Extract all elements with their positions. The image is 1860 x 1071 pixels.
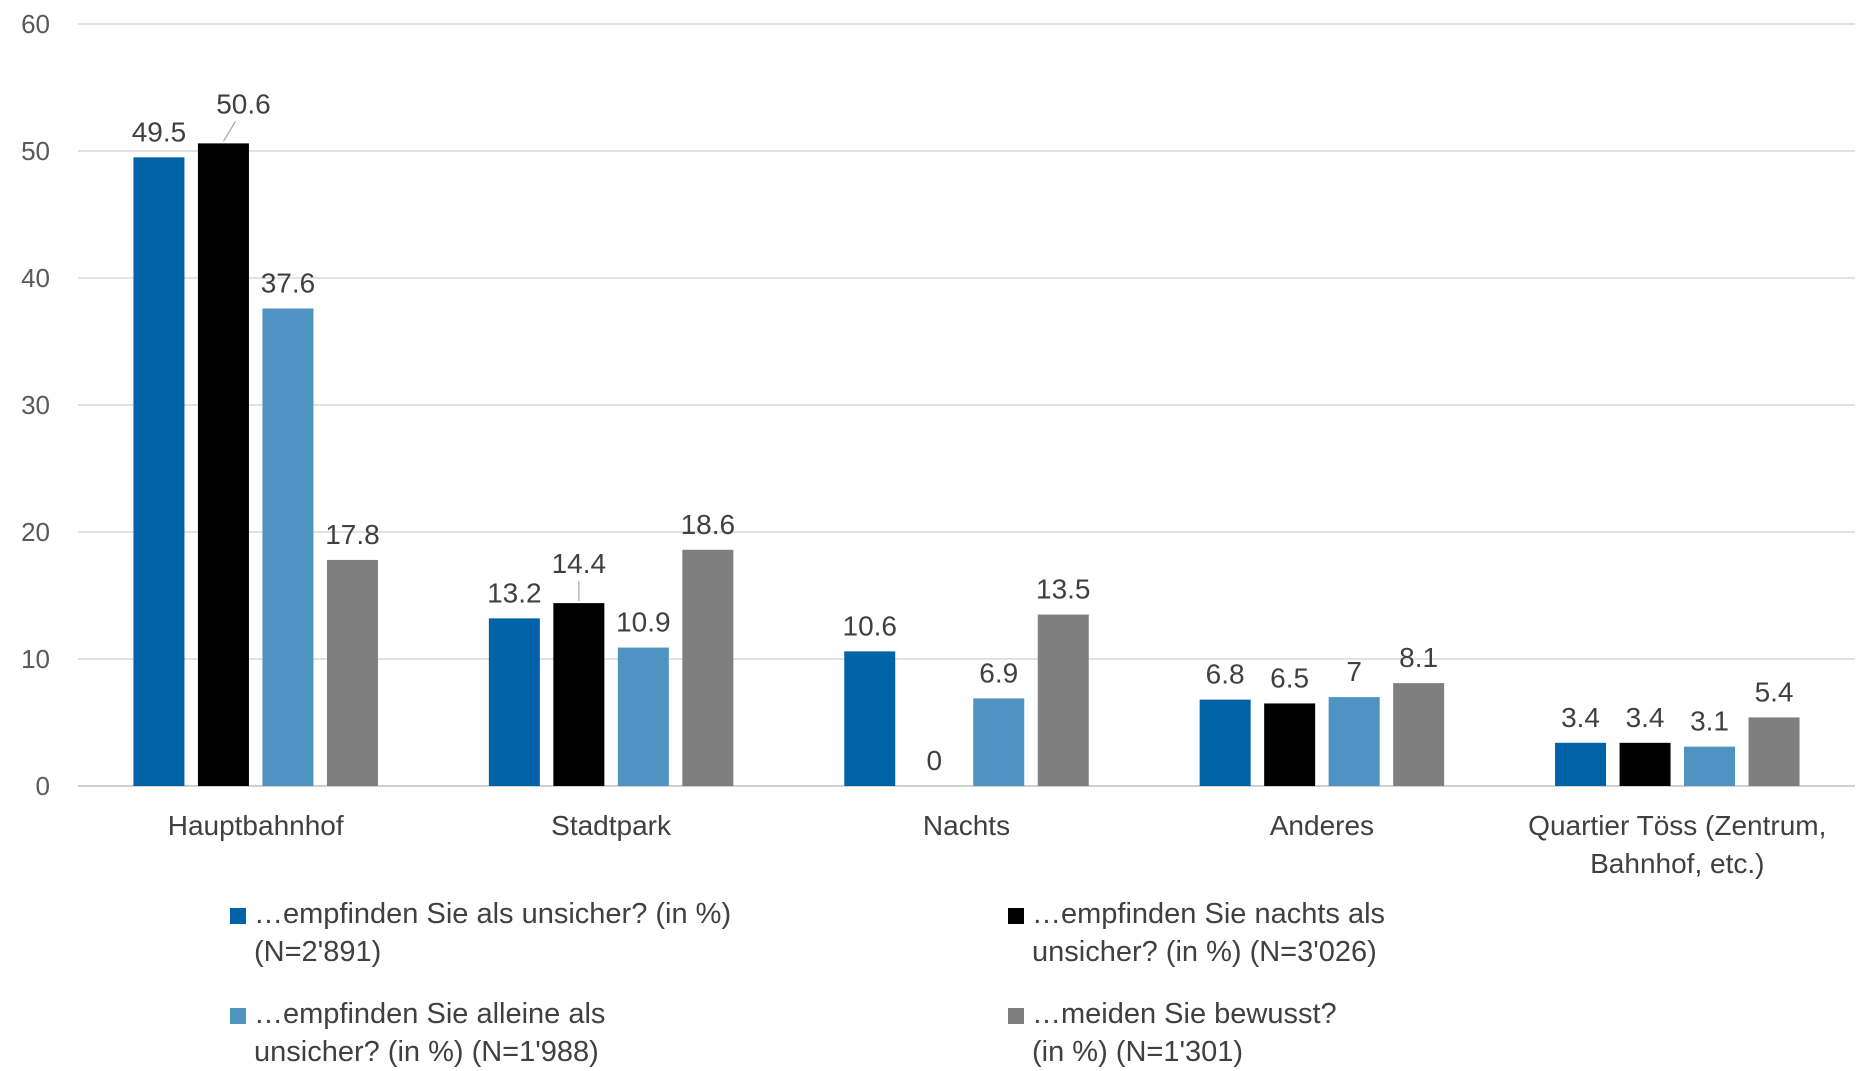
data-label: 37.6 (261, 267, 316, 298)
legend-swatch (1008, 1008, 1024, 1024)
y-tick-label: 10 (21, 644, 50, 674)
x-tick-label: Hauptbahnhof (168, 810, 344, 841)
bar (973, 698, 1025, 786)
legend-swatch (1008, 908, 1024, 924)
data-label: 7 (1346, 656, 1362, 687)
legend-label: …meiden Sie bewusst? (in %) (N=1'301) (1032, 998, 1337, 1068)
bar (1684, 746, 1736, 786)
bar (262, 308, 314, 786)
bar (844, 651, 896, 786)
bar (553, 603, 605, 786)
bar (133, 157, 185, 787)
bar (1393, 683, 1445, 786)
x-tick-label: Bahnhof, etc.) (1590, 848, 1764, 879)
data-label: 8.1 (1399, 642, 1438, 673)
y-tick-label: 30 (21, 390, 50, 420)
legend-label: …empfinden Sie als unsicher? (in %) (N=2… (254, 898, 732, 968)
bar (1264, 703, 1316, 786)
data-label: 3.4 (1561, 702, 1600, 733)
legend-label: …empfinden Sie nachts als unsicher? (in … (1032, 898, 1386, 968)
data-label: 50.6 (216, 88, 271, 119)
bar (1328, 697, 1380, 786)
bar (197, 143, 249, 786)
x-tick-label: Quartier Töss (Zentrum, (1528, 810, 1826, 841)
bar (488, 618, 540, 786)
bar (1199, 699, 1251, 786)
bar (1619, 742, 1671, 786)
data-label: 5.4 (1755, 676, 1794, 707)
bar (682, 549, 734, 786)
bar (617, 647, 669, 786)
y-tick-label: 40 (21, 263, 50, 293)
y-tick-label: 20 (21, 517, 50, 547)
data-label: 6.5 (1270, 662, 1309, 693)
y-tick-label: 50 (21, 136, 50, 166)
data-label: 14.4 (552, 548, 607, 579)
data-label: 13.5 (1036, 574, 1091, 605)
bar-chart: 0 10 20 30 40 50 60 49.5 50.6 37.6 17.8 Hauptbahnho… (21, 9, 1855, 879)
x-tick-label: Anderes (1270, 810, 1374, 841)
legend-swatch (230, 1008, 246, 1024)
data-label: 10.6 (843, 610, 898, 641)
bar (1555, 742, 1607, 786)
data-label-leader (222, 121, 236, 142)
y-tick-label: 0 (36, 771, 50, 801)
data-label: 6.8 (1206, 659, 1245, 690)
legend-label: …empfinden Sie alleine als unsicher? (in… (254, 998, 606, 1068)
x-tick-label: Stadtpark (551, 810, 672, 841)
bar (1748, 717, 1800, 786)
bar (1037, 614, 1089, 786)
data-label: 49.5 (132, 116, 187, 147)
x-tick-label: Nachts (923, 810, 1010, 841)
legend-swatch (230, 908, 246, 924)
data-label: 10.9 (616, 607, 671, 638)
data-label: 3.4 (1626, 702, 1665, 733)
data-label: 3.1 (1690, 706, 1729, 737)
data-label: 6.9 (979, 657, 1018, 688)
y-tick-label: 60 (21, 9, 50, 39)
bar (326, 559, 378, 786)
data-label: 0 (926, 745, 942, 776)
data-label: 18.6 (681, 509, 736, 540)
data-label: 17.8 (325, 519, 380, 550)
data-label: 13.2 (487, 577, 542, 608)
